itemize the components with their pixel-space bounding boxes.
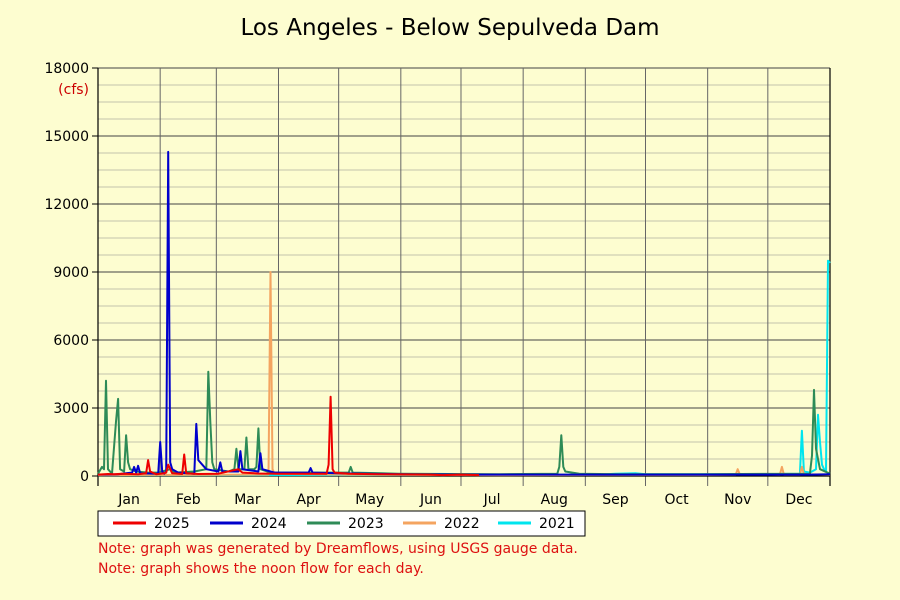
legend: 2025 2024 2023 2022 2021 (97, 510, 586, 537)
x-tick-label: Jun (419, 492, 442, 508)
y-tick-label: 18000 (44, 61, 89, 77)
axes: 0 3000 6000 9000 12000 15000 18000 Jan Feb Mar Apr… (44, 61, 831, 508)
legend-label-2023: 2023 (348, 516, 384, 532)
x-tick-label: Mar (234, 492, 261, 508)
x-tick-label: Apr (296, 492, 320, 508)
x-tick-label: Feb (176, 492, 201, 508)
grid (97, 67, 830, 486)
x-tick-label: Sep (602, 492, 629, 508)
y-unit-label: (cfs) (58, 82, 89, 98)
legend-label-2021: 2021 (539, 516, 575, 532)
y-tick-label: 0 (80, 469, 89, 485)
note-source: Note: graph was generated by Dreamflows,… (98, 541, 578, 557)
y-tick-label: 3000 (53, 401, 89, 417)
legend-label-2022: 2022 (444, 516, 480, 532)
x-tick-label: Nov (724, 492, 751, 508)
x-tick-label: Jul (483, 492, 501, 508)
y-tick-label: 9000 (53, 265, 89, 281)
x-tick-label: Jan (117, 492, 140, 508)
x-tick-label: May (355, 492, 384, 508)
y-tick-label: 15000 (44, 129, 89, 145)
chart-title: Los Angeles - Below Sepulveda Dam (240, 15, 659, 41)
note-noon-flow: Note: graph shows the noon flow for each… (98, 561, 424, 577)
y-tick-label: 12000 (44, 197, 89, 213)
x-tick-label: Oct (664, 492, 689, 508)
y-tick-label: 6000 (53, 333, 89, 349)
x-tick-label: Aug (541, 492, 568, 508)
legend-label-2024: 2024 (251, 516, 287, 532)
legend-label-2025: 2025 (154, 516, 190, 532)
x-tick-label: Dec (785, 492, 812, 508)
series-lines (97, 150, 831, 477)
series-line-2025 (97, 395, 480, 477)
